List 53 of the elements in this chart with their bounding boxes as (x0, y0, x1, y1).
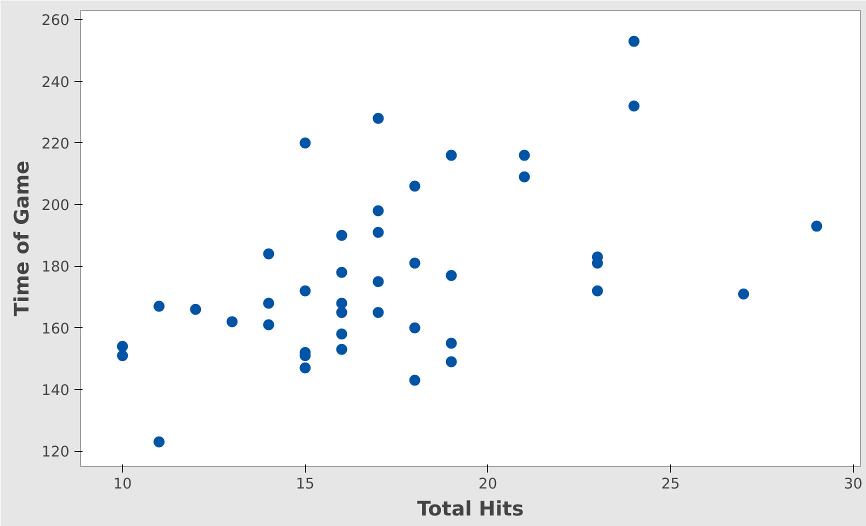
point (117, 350, 128, 362)
x-tick-label: 30 (844, 476, 863, 492)
point (518, 150, 530, 161)
point (518, 171, 530, 182)
y-axis-title: Time of Game (10, 160, 34, 316)
point (300, 362, 311, 374)
y-tick-label: 140 (42, 382, 70, 399)
x-tick-label: 15 (296, 476, 315, 492)
point (738, 288, 750, 300)
point (226, 316, 238, 328)
point (190, 304, 202, 315)
point (300, 137, 311, 148)
point (372, 276, 384, 288)
point (117, 340, 128, 352)
x-tick-label: 20 (478, 476, 498, 492)
y-tick-label: 160 (42, 320, 70, 338)
point (446, 150, 457, 161)
point (336, 298, 348, 309)
point (811, 220, 822, 232)
point (446, 356, 457, 368)
y-tick-label: 240 (42, 74, 70, 91)
point (372, 226, 384, 238)
point (300, 285, 311, 296)
point (409, 322, 420, 334)
x-tick-label: 10 (113, 476, 132, 492)
point (409, 374, 420, 386)
point (263, 319, 274, 330)
point (628, 100, 640, 112)
point (372, 112, 384, 124)
point (409, 258, 420, 269)
x-axis-title: Total Hits (417, 496, 524, 520)
point (592, 285, 603, 296)
y-tick-label: 180 (42, 258, 70, 276)
point (409, 180, 420, 192)
point (336, 230, 348, 241)
y-tick-label: 220 (42, 135, 70, 152)
point (336, 266, 348, 278)
point (154, 300, 165, 312)
point (628, 36, 640, 47)
point (154, 436, 165, 448)
point (372, 306, 384, 318)
point (263, 298, 274, 309)
point (336, 344, 348, 355)
point (336, 328, 348, 340)
x-tick-label: 25 (661, 476, 680, 492)
y-tick-label: 200 (42, 197, 70, 214)
y-tick-label: 260 (42, 12, 70, 30)
point (372, 205, 384, 216)
point (446, 270, 457, 281)
y-tick-label: 120 (42, 444, 70, 461)
point (336, 306, 348, 318)
point (446, 338, 457, 349)
point (263, 248, 274, 260)
